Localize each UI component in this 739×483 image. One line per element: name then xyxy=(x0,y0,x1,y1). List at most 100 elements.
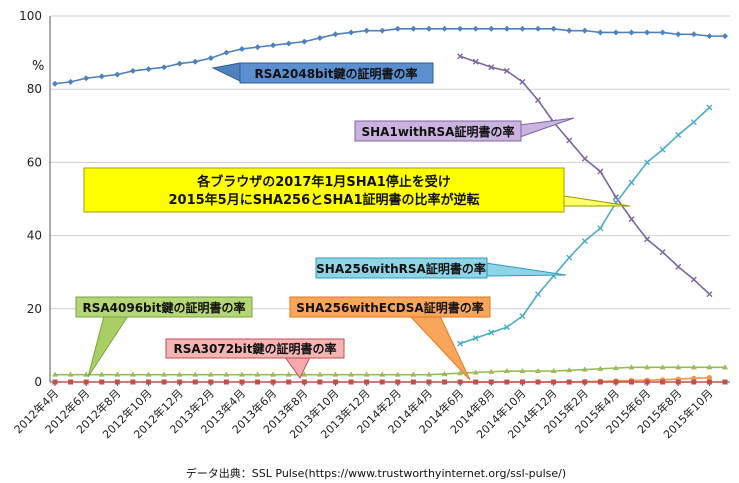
data-point xyxy=(659,249,666,256)
data-point xyxy=(332,379,338,385)
data-point xyxy=(208,379,214,385)
annotation-line2: 2015年5月にSHA256とSHA1証明書の比率が逆転 xyxy=(168,192,479,208)
data-point xyxy=(612,29,619,36)
data-point xyxy=(192,379,198,385)
data-point xyxy=(597,225,604,232)
data-point xyxy=(503,324,510,331)
data-point xyxy=(316,34,323,41)
y-tick-label: 100 xyxy=(19,9,42,23)
data-point xyxy=(161,371,168,377)
legend-label-sha256withrsa: SHA256withRSA証明書の率 xyxy=(316,261,486,276)
series-0 xyxy=(52,25,728,87)
legend-label-rsa4096: RSA4096bit鍵の証明書の率 xyxy=(82,300,245,315)
callout-rsa3072: RSA3072bit鍵の証明書の率 xyxy=(165,338,345,379)
callout-rsa2048: RSA2048bit鍵の証明書の率 xyxy=(211,62,434,84)
data-point xyxy=(114,379,120,385)
data-point xyxy=(597,379,603,385)
data-point xyxy=(98,371,105,377)
data-point xyxy=(503,67,510,74)
data-point xyxy=(519,25,526,32)
data-point xyxy=(597,365,604,371)
data-point xyxy=(488,329,495,336)
data-point xyxy=(332,31,339,38)
data-point xyxy=(581,155,588,162)
data-point xyxy=(691,379,697,385)
data-point xyxy=(395,379,401,385)
y-tick-label: 60 xyxy=(27,155,42,169)
data-point xyxy=(270,42,277,49)
data-point xyxy=(441,25,448,32)
data-point xyxy=(659,146,666,153)
data-point xyxy=(706,104,713,111)
data-point xyxy=(597,168,604,175)
data-point xyxy=(706,375,713,381)
data-point xyxy=(255,379,261,385)
data-point xyxy=(519,368,526,374)
legend-label-rsa3072: RSA3072bit鍵の証明書の率 xyxy=(173,341,336,356)
data-point xyxy=(177,379,183,385)
data-point xyxy=(597,29,604,36)
data-point xyxy=(535,97,542,104)
data-point xyxy=(690,31,697,38)
data-point xyxy=(176,60,183,67)
data-point xyxy=(504,379,510,385)
data-point xyxy=(581,366,588,372)
data-point xyxy=(457,340,464,347)
data-point xyxy=(379,27,386,34)
data-point xyxy=(566,367,573,373)
data-point xyxy=(706,33,713,40)
callout-sha256withecdsa: SHA256withECDSA証明書の率 xyxy=(289,296,491,381)
annotation-line1: 各ブラウザの2017年1月SHA1停止を受け xyxy=(196,174,451,190)
data-point xyxy=(394,371,401,377)
data-point xyxy=(457,25,464,32)
callouts: RSA2048bit鍵の証明書の率 SHA1withRSA証明書の率 SHA25… xyxy=(75,62,631,381)
data-point xyxy=(83,379,89,385)
data-point xyxy=(644,159,651,166)
series-line xyxy=(55,366,725,376)
callout-sha256withrsa: SHA256withRSA証明書の率 xyxy=(315,257,567,279)
data-point xyxy=(363,371,370,377)
data-point xyxy=(582,379,588,385)
data-point xyxy=(364,379,370,385)
data-point xyxy=(519,379,525,385)
data-point xyxy=(628,179,635,186)
data-point xyxy=(145,371,152,377)
data-point xyxy=(675,31,682,38)
data-point xyxy=(332,371,339,377)
data-point xyxy=(706,364,713,370)
data-point xyxy=(98,73,105,80)
data-point xyxy=(410,25,417,32)
data-point xyxy=(488,368,495,374)
data-point xyxy=(348,29,355,36)
y-tick-labels: 0 20 40 60 80 100 xyxy=(19,9,42,389)
data-point xyxy=(301,371,308,377)
y-tick-label: 0 xyxy=(34,375,42,389)
data-point xyxy=(176,371,183,377)
data-point xyxy=(67,371,74,377)
data-point xyxy=(83,75,90,82)
data-point xyxy=(519,313,526,320)
data-point xyxy=(130,379,136,385)
data-point xyxy=(457,370,464,376)
data-point xyxy=(566,137,573,144)
legend-label-rsa2048: RSA2048bit鍵の証明書の率 xyxy=(254,66,417,81)
data-point xyxy=(114,371,121,377)
legend-label-sha256withecdsa: SHA256withECDSA証明書の率 xyxy=(296,300,483,315)
data-point xyxy=(612,365,619,371)
data-point xyxy=(488,64,495,71)
x-tick-labels: 2012年4月2012年6月2012年8月2012年10月2012年12月201… xyxy=(11,386,716,441)
data-point xyxy=(161,379,167,385)
data-point xyxy=(425,25,432,32)
data-point xyxy=(129,67,136,74)
data-point xyxy=(722,33,728,40)
data-point xyxy=(207,371,214,377)
data-point xyxy=(410,371,417,377)
data-point xyxy=(192,58,199,65)
data-point xyxy=(566,254,573,261)
data-point xyxy=(550,368,557,374)
data-point xyxy=(473,379,479,385)
callout-sha1withrsa: SHA1withRSA証明書の率 xyxy=(354,117,575,142)
data-point xyxy=(675,364,682,370)
data-point xyxy=(488,379,494,385)
data-point xyxy=(285,40,292,47)
